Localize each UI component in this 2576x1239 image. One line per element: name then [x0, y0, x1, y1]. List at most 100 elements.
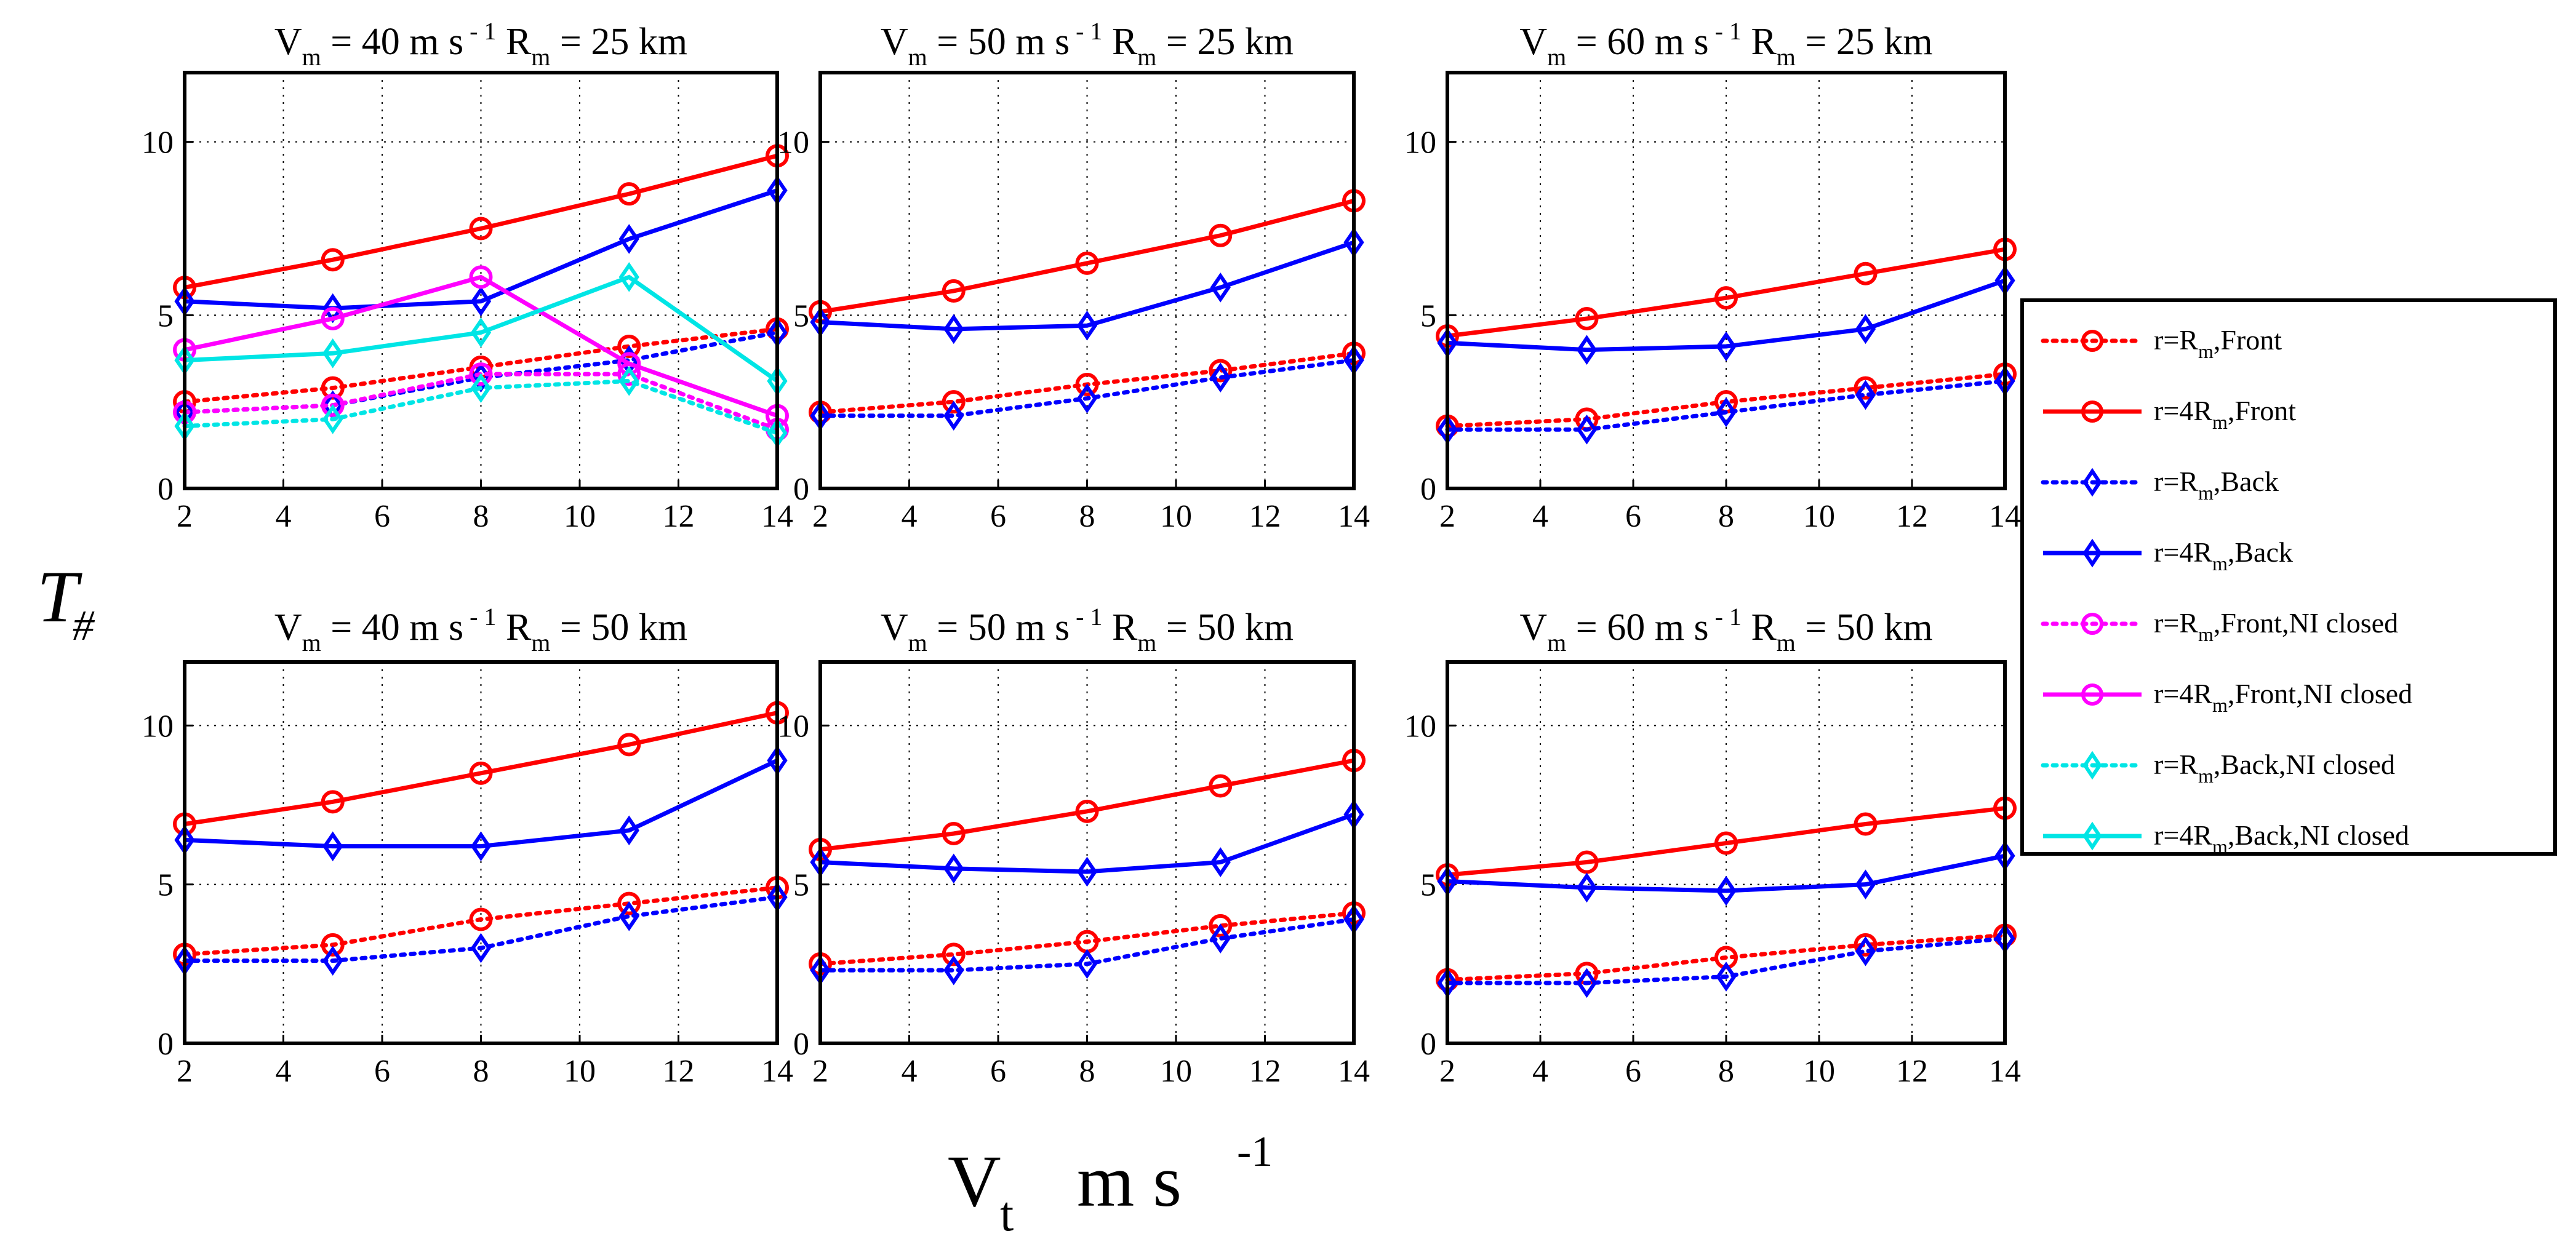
x-tick-label: 12	[663, 1054, 695, 1089]
y-tick-label: 0	[793, 1027, 809, 1062]
data-point	[943, 314, 964, 345]
x-tick-label: 4	[276, 499, 292, 534]
panel-3: 2 4 6 8 10 12 14 0 5 10 Vm = 60 m s - 1 Rm = 25 km	[1404, 17, 2021, 534]
series-rRmBack	[1437, 923, 2015, 998]
x-tick-label: 6	[1625, 1054, 1641, 1089]
series-line	[1447, 853, 2006, 893]
data-point	[1716, 331, 1737, 362]
data-point	[322, 946, 343, 976]
x-label-sub: t	[1000, 1187, 1014, 1239]
series-line	[820, 758, 1354, 852]
panel-6: 2 4 6 8 10 12 14 0 5 10 Vm = 60 m s - 1 Rm = 50 km	[1404, 603, 2021, 1089]
legend-entry-rRmFront: r=Rm,Front	[2041, 324, 2282, 362]
panel-title: Vm = 40 m s - 1 Rm = 50 km	[274, 603, 687, 656]
legend-entry-r4RmFrontNI: r=4Rm,Front,NI closed	[2043, 678, 2412, 716]
legend-swatch-marker	[2081, 683, 2103, 706]
data-point	[943, 955, 964, 986]
series-line	[182, 885, 780, 957]
x-tick-label: 8	[473, 499, 489, 534]
data-point	[1575, 850, 1599, 874]
legend-entry-rRmBack: r=Rm,Back	[2041, 466, 2279, 504]
x-tick-label: 8	[1718, 1054, 1734, 1089]
legend-label: r=4Rm,Back	[2154, 536, 2293, 575]
y-tick-label: 0	[793, 472, 809, 507]
data-point	[321, 376, 345, 400]
data-point	[1075, 373, 1099, 396]
x-tick-label: 2	[812, 499, 828, 534]
panel-title: Vm = 60 m s - 1 Rm = 25 km	[1519, 17, 1932, 71]
x-tick-label: 8	[1079, 499, 1095, 534]
data-point	[322, 404, 343, 434]
data-point	[1576, 335, 1598, 365]
data-point	[470, 831, 492, 861]
data-point	[1576, 414, 1598, 445]
series-line	[184, 153, 778, 290]
legend-label: r=4Rm,Back,NI closed	[2154, 819, 2409, 858]
data-point	[942, 942, 966, 966]
legend-label: r=Rm,Back,NI closed	[2154, 749, 2395, 787]
legend-label: r=Rm,Back	[2154, 466, 2279, 504]
x-tick-label: 10	[1803, 1054, 1835, 1089]
plot-frame	[818, 660, 1356, 1045]
series-r4RmFront	[173, 701, 789, 836]
y-tick-label: 10	[777, 125, 809, 161]
data-point	[1076, 383, 1098, 413]
plot-frame	[1446, 660, 2007, 1045]
data-point	[1576, 968, 1598, 998]
series-r4RmBack	[174, 745, 788, 861]
series-line	[820, 240, 1355, 332]
data-point	[1575, 306, 1599, 330]
series-line	[1447, 247, 2006, 338]
data-point	[1209, 914, 1233, 938]
x-tick-label: 10	[1803, 499, 1835, 534]
y-tick-label: 5	[1420, 868, 1436, 903]
x-tick-label: 10	[564, 1054, 596, 1089]
y-tick-label: 10	[142, 709, 174, 744]
series-line	[1447, 278, 2006, 353]
data-point	[942, 822, 966, 845]
series-r4RmBack	[810, 227, 1364, 345]
legend-entry-rRmFrontNI: r=Rm,Front,NI closed	[2041, 607, 2398, 645]
x-tick-label: 12	[663, 499, 695, 534]
series-line	[820, 199, 1354, 314]
x-tick-label: 14	[1338, 499, 1370, 534]
y-tick-label: 0	[1420, 472, 1436, 507]
plot-frame	[183, 660, 779, 1045]
data-point	[1209, 223, 1233, 247]
x-tick-label: 6	[990, 499, 1006, 534]
x-tick-label: 14	[1338, 1054, 1370, 1089]
data-point	[1855, 936, 1876, 966]
data-point	[617, 891, 641, 915]
y-tick-label: 5	[1420, 298, 1436, 333]
series-line	[184, 274, 779, 383]
x-tick-label: 14	[761, 1054, 793, 1089]
data-point	[1855, 314, 1876, 345]
y-tick-label: 10	[777, 709, 809, 744]
panel-title: Vm = 60 m s - 1 Rm = 50 km	[1519, 603, 1932, 656]
x-tick-label: 2	[177, 499, 193, 534]
data-point	[618, 901, 639, 931]
data-point	[321, 306, 345, 330]
data-point	[617, 733, 641, 757]
data-point	[1209, 359, 1233, 383]
y-tick-label: 10	[142, 125, 174, 161]
data-point	[617, 182, 641, 206]
data-point	[321, 248, 345, 272]
data-point	[1210, 362, 1231, 393]
y-tick-label: 5	[793, 868, 809, 903]
panel-2: 2 4 6 8 10 12 14 0 5 10 Vm = 50 m s - 1 Rm = 25 km	[777, 17, 1370, 534]
legend-entry-r4RmBack: r=4Rm,Back	[2043, 536, 2293, 575]
x-tick-label: 6	[990, 1054, 1006, 1089]
data-point	[1716, 397, 1737, 428]
legend-entry-rRmBackNI: r=Rm,Back,NI closed	[2041, 749, 2395, 787]
legend-label: r=Rm,Front	[2154, 324, 2282, 362]
data-point	[1210, 847, 1231, 877]
x-tick-label: 2	[177, 1054, 193, 1089]
legend-label: r=4Rm,Front	[2154, 395, 2296, 433]
x-label-units: m s	[1077, 1140, 1182, 1222]
series-line	[818, 910, 1356, 966]
legend-entry-r4RmBackNI: r=4Rm,Back,NI closed	[2043, 819, 2409, 858]
plot-frame	[1446, 71, 2007, 490]
data-point	[1854, 376, 1878, 400]
x-tick-label: 2	[1439, 1054, 1455, 1089]
